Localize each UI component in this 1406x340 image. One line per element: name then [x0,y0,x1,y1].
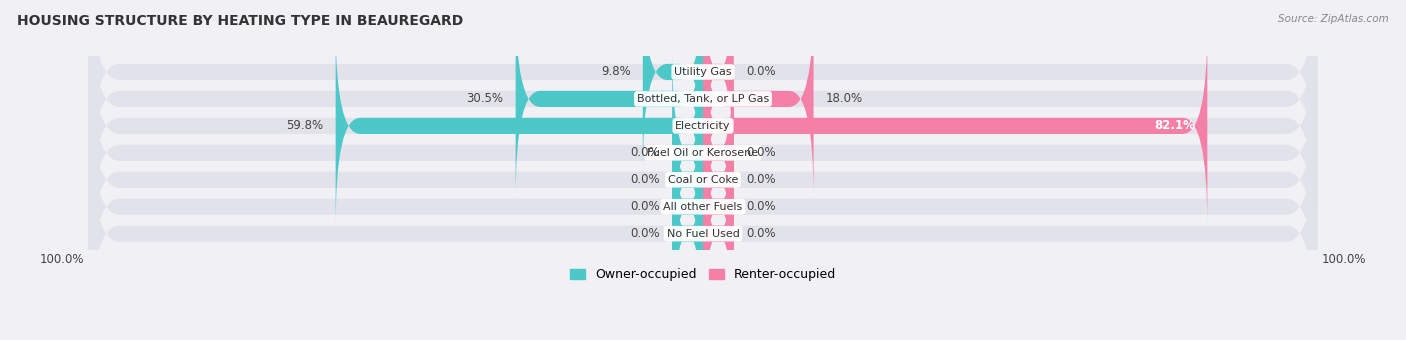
Text: 82.1%: 82.1% [1154,119,1195,132]
Text: Electricity: Electricity [675,121,731,131]
FancyBboxPatch shape [703,0,814,199]
FancyBboxPatch shape [672,134,703,334]
Text: 0.0%: 0.0% [630,173,659,186]
Text: 0.0%: 0.0% [747,66,776,79]
Text: Utility Gas: Utility Gas [675,67,731,77]
Text: 0.0%: 0.0% [747,200,776,213]
Text: No Fuel Used: No Fuel Used [666,229,740,239]
Text: 18.0%: 18.0% [825,92,863,105]
FancyBboxPatch shape [89,53,1317,306]
FancyBboxPatch shape [89,0,1317,253]
Text: 100.0%: 100.0% [1322,253,1367,266]
Text: Fuel Oil or Kerosene: Fuel Oil or Kerosene [647,148,759,158]
FancyBboxPatch shape [643,0,703,172]
Text: 59.8%: 59.8% [287,119,323,132]
FancyBboxPatch shape [703,26,1208,226]
Text: 0.0%: 0.0% [630,200,659,213]
Text: Source: ZipAtlas.com: Source: ZipAtlas.com [1278,14,1389,23]
FancyBboxPatch shape [89,0,1317,226]
FancyBboxPatch shape [89,26,1317,279]
Text: All other Fuels: All other Fuels [664,202,742,212]
FancyBboxPatch shape [89,107,1317,340]
Text: Bottled, Tank, or LP Gas: Bottled, Tank, or LP Gas [637,94,769,104]
Text: HOUSING STRUCTURE BY HEATING TYPE IN BEAUREGARD: HOUSING STRUCTURE BY HEATING TYPE IN BEA… [17,14,463,28]
Text: 0.0%: 0.0% [630,227,659,240]
Text: 0.0%: 0.0% [747,146,776,159]
Text: 9.8%: 9.8% [600,66,630,79]
FancyBboxPatch shape [703,53,734,253]
FancyBboxPatch shape [672,53,703,253]
FancyBboxPatch shape [703,134,734,334]
FancyBboxPatch shape [672,107,703,306]
FancyBboxPatch shape [89,0,1317,199]
FancyBboxPatch shape [703,0,734,172]
Legend: Owner-occupied, Renter-occupied: Owner-occupied, Renter-occupied [565,263,841,286]
FancyBboxPatch shape [516,0,703,199]
Text: 0.0%: 0.0% [747,227,776,240]
Text: 100.0%: 100.0% [39,253,84,266]
Text: 0.0%: 0.0% [747,173,776,186]
Text: Coal or Coke: Coal or Coke [668,175,738,185]
FancyBboxPatch shape [89,80,1317,334]
Text: 30.5%: 30.5% [467,92,503,105]
FancyBboxPatch shape [703,107,734,306]
FancyBboxPatch shape [703,80,734,279]
FancyBboxPatch shape [336,26,703,226]
FancyBboxPatch shape [672,80,703,279]
Text: 0.0%: 0.0% [630,146,659,159]
